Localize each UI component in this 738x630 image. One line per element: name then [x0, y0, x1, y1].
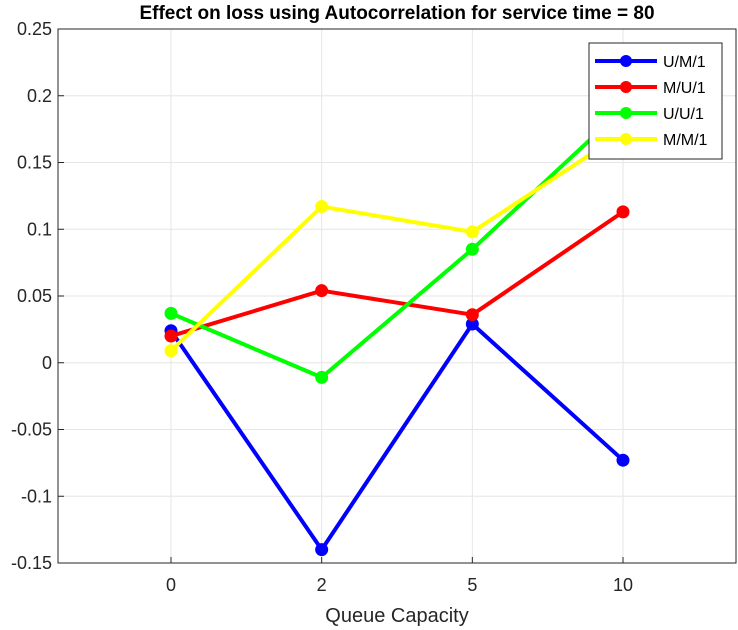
data-point [164, 329, 178, 343]
data-point [164, 306, 178, 320]
x-tick-label: 5 [467, 575, 477, 595]
legend-label: U/M/1 [663, 54, 706, 71]
y-tick-label: -0.1 [21, 486, 52, 506]
data-point [465, 225, 479, 239]
series-line [169, 131, 625, 353]
chart-title: Effect on loss using Autocorrelation for… [139, 3, 654, 24]
data-point [315, 284, 329, 298]
data-point [315, 200, 329, 214]
axis-ticks: -0.15 -0.1 -0.05 0 0.05 0.1 0.15 0.2 0.25 0 2 5 10 [11, 19, 633, 595]
legend-label: M/M/1 [663, 132, 708, 149]
legend-marker [620, 133, 632, 145]
legend: U/M/1 M/U/1 U/U/1 M/M/1 [588, 42, 723, 160]
data-point [465, 242, 479, 256]
data-point [465, 308, 479, 322]
x-tick-label: 0 [166, 575, 176, 595]
series-m-u-1 [164, 205, 630, 343]
y-tick-label: -0.15 [11, 553, 52, 573]
data-point [315, 370, 329, 384]
legend-label: M/U/1 [663, 80, 706, 97]
data-series [164, 102, 630, 557]
x-axis-label: Queue Capacity [325, 605, 468, 627]
data-point [616, 453, 630, 467]
data-point [315, 543, 329, 557]
legend-marker [620, 55, 632, 67]
y-tick-label: 0.05 [17, 286, 52, 306]
y-tick-label: 0.2 [27, 86, 52, 106]
series-line [170, 210, 625, 339]
y-tick-label: -0.05 [11, 420, 52, 440]
y-tick-label: 0.1 [27, 219, 52, 239]
series-line [169, 322, 625, 552]
series-line [170, 107, 625, 380]
y-tick-label: 0 [42, 353, 52, 373]
legend-marker [620, 107, 632, 119]
legend-marker [620, 81, 632, 93]
x-tick-label: 10 [613, 575, 633, 595]
x-tick-label: 2 [317, 575, 327, 595]
legend-label: U/U/1 [663, 106, 704, 123]
data-point [616, 205, 630, 219]
y-tick-label: 0.15 [17, 153, 52, 173]
y-tick-label: 0.25 [17, 19, 52, 39]
data-point [164, 344, 178, 358]
